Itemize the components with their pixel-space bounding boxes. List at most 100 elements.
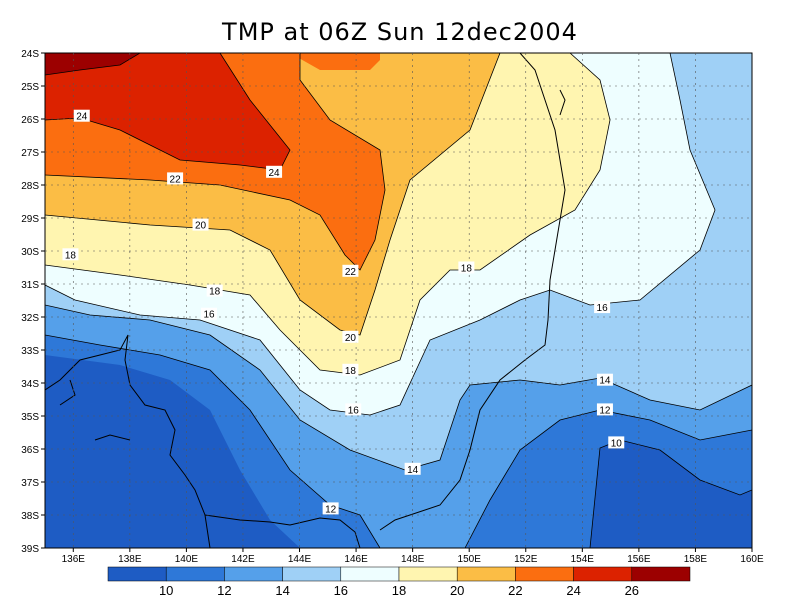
lat-tick-label: 30S xyxy=(21,247,39,258)
contour-label-text: 14 xyxy=(407,465,419,476)
lat-tick-label: 25S xyxy=(21,82,39,93)
lon-tick-label: 138E xyxy=(118,554,142,565)
band-above-26 xyxy=(45,53,140,75)
lon-tick-label: 142E xyxy=(231,554,255,565)
colorbar: 10 12 14 16 18 20 22 24 26 xyxy=(107,566,691,598)
contour-label-text: 18 xyxy=(209,287,221,298)
colorbar-swatch xyxy=(165,566,225,582)
band-below-10 xyxy=(45,355,752,548)
contour-label: 24 xyxy=(73,109,90,123)
lon-tick-label: 148E xyxy=(401,554,425,565)
contour-label-bg xyxy=(596,403,613,416)
lon-tick-label: 152E xyxy=(514,554,538,565)
lon-tick-label: 144E xyxy=(288,554,312,565)
lon-tick-label: 150E xyxy=(458,554,482,565)
colorbar-swatch xyxy=(573,566,633,582)
contour-label-bg xyxy=(342,264,359,277)
contour-label: 24 xyxy=(266,165,283,179)
colorbar-label: 26 xyxy=(625,583,639,598)
contour-label: 16 xyxy=(345,403,362,416)
contour-label: 18 xyxy=(206,284,223,298)
contour-label: 16 xyxy=(201,307,218,321)
lat-tick-label: 35S xyxy=(21,412,39,423)
contour-label: 20 xyxy=(342,330,359,344)
lat-tick-label: 31S xyxy=(21,280,39,291)
plot-frame xyxy=(44,52,753,549)
contour-label: 20 xyxy=(192,218,209,232)
contour-label-bg xyxy=(345,403,362,416)
contour-label-text: 12 xyxy=(325,504,337,515)
colorbar-swatch xyxy=(631,566,691,582)
colorbar-label: 12 xyxy=(217,583,231,598)
contour-label-bg xyxy=(322,502,339,515)
lat-tick-label: 28S xyxy=(21,181,39,192)
contour-label-bg xyxy=(201,307,218,320)
contour-label-text: 10 xyxy=(611,438,623,449)
contour-label-bg xyxy=(206,284,223,297)
colorbar-label: 10 xyxy=(159,583,173,598)
contour-label-bg xyxy=(62,248,79,261)
contour-label: 22 xyxy=(167,172,184,185)
contour-label-text: 20 xyxy=(345,333,357,344)
lon-tick-label: 140E xyxy=(175,554,199,565)
colorbar-label: 22 xyxy=(508,583,522,598)
lat-tick-label: 26S xyxy=(21,115,39,126)
contour-label-text: 20 xyxy=(195,221,207,232)
contour-label-bg xyxy=(342,330,359,343)
lat-tick-label: 36S xyxy=(21,445,39,456)
contour-label-text: 18 xyxy=(461,264,473,275)
lon-tick-label: 156E xyxy=(627,554,651,565)
contour-label-bg xyxy=(192,218,209,231)
colorbar-swatch xyxy=(282,566,342,582)
contour-label: 14 xyxy=(596,373,613,387)
contour-label-bg xyxy=(594,301,611,314)
contour-label-text: 14 xyxy=(599,376,611,387)
contour-label-text: 16 xyxy=(348,405,360,416)
contour-label-text: 12 xyxy=(599,405,611,416)
contour-label-text: 24 xyxy=(269,168,281,179)
contour-label-text: 16 xyxy=(203,310,215,321)
lat-tick-label: 24S xyxy=(21,49,39,60)
contour-labels: 24 24 22 22 20 20 18 18 18 18 16 16 16 14 14 12 12 10 xyxy=(62,109,625,515)
contour-label-bg xyxy=(342,363,359,376)
lat-tick-label: 27S xyxy=(21,148,39,159)
contour-label-bg xyxy=(608,436,625,449)
contour-label-text: 18 xyxy=(65,250,77,261)
contour-label-bg xyxy=(167,172,184,185)
contour-label-bg xyxy=(596,373,613,386)
lat-tick-label: 37S xyxy=(21,478,39,489)
lat-tick-label: 38S xyxy=(21,511,39,522)
contour-label-bg xyxy=(266,165,283,178)
longitude-axis: 136E 138E 140E 142E 144E 146E 148E 150E 152E 154E… xyxy=(62,548,764,565)
contour-label: 16 xyxy=(594,301,611,314)
contour-label: 18 xyxy=(342,363,359,377)
contour-label: 18 xyxy=(62,248,79,261)
colorbar-label: 24 xyxy=(566,583,580,598)
lat-tick-label: 33S xyxy=(21,346,39,357)
contour-label-bg xyxy=(73,109,90,122)
contour-label: 12 xyxy=(322,502,339,515)
contour-label-text: 22 xyxy=(345,267,357,278)
lat-tick-label: 32S xyxy=(21,313,39,324)
colorbar-label: 14 xyxy=(275,583,289,598)
lat-tick-label: 29S xyxy=(21,214,39,225)
latitude-axis: 24S 25S 26S 27S 28S 29S 30S 31S 32S 33S 34S 35S 36S 3… xyxy=(21,49,45,555)
colorbar-label: 20 xyxy=(450,583,464,598)
colorbar-swatch xyxy=(515,566,574,582)
colorbar-label: 16 xyxy=(334,583,348,598)
contour-label-bg xyxy=(404,462,421,475)
lon-tick-label: 158E xyxy=(684,554,708,565)
contour-label: 22 xyxy=(342,264,359,278)
contour-label: 14 xyxy=(404,462,421,476)
contour-label-text: 16 xyxy=(597,303,609,314)
lon-tick-label: 154E xyxy=(571,554,595,565)
contour-label: 12 xyxy=(596,403,613,416)
temperature-fill xyxy=(45,53,752,548)
coastline xyxy=(45,53,566,548)
band-24-26 xyxy=(45,53,290,170)
contour-label-text: 24 xyxy=(76,112,88,123)
contour-label-bg xyxy=(458,261,475,274)
lat-tick-label: 34S xyxy=(21,379,39,390)
contour-label-text: 22 xyxy=(170,174,182,185)
